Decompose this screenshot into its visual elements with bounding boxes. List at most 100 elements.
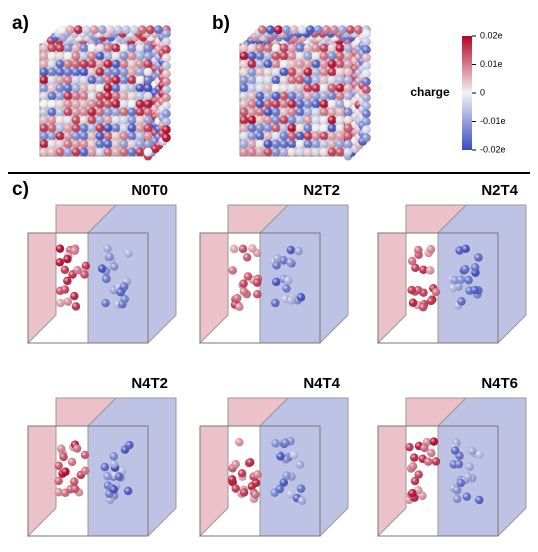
atom-shade bbox=[297, 293, 305, 301]
atom-shade bbox=[80, 92, 89, 101]
atom-shade bbox=[304, 60, 313, 69]
atom-shade bbox=[272, 140, 281, 149]
atom-shade bbox=[56, 100, 65, 109]
atom-shade bbox=[128, 84, 137, 93]
atom-shade bbox=[104, 84, 113, 93]
atom-shade bbox=[64, 108, 73, 117]
atom-shade bbox=[88, 140, 97, 149]
atom-shade bbox=[288, 116, 297, 125]
atom-shade bbox=[80, 270, 88, 278]
atom-shade bbox=[320, 76, 329, 85]
atom-shade bbox=[274, 25, 283, 34]
atom-shade bbox=[40, 68, 49, 77]
atom-shade bbox=[56, 76, 65, 85]
atom-shade bbox=[240, 132, 249, 141]
atom-shade bbox=[144, 108, 153, 117]
atom-shade bbox=[266, 25, 275, 34]
atom-shade bbox=[336, 68, 345, 77]
atom-shade bbox=[104, 116, 113, 125]
atom-shade bbox=[304, 84, 313, 93]
atom-shade bbox=[72, 140, 81, 149]
atom-shade bbox=[280, 148, 289, 157]
atom-shade bbox=[71, 485, 79, 493]
atom-shade bbox=[304, 92, 313, 101]
colorbar bbox=[462, 36, 472, 150]
atom-shade bbox=[362, 93, 371, 102]
atom-shade bbox=[248, 84, 257, 93]
atom-shade bbox=[475, 496, 483, 504]
cube-face bbox=[40, 44, 152, 156]
atom-shade bbox=[104, 140, 113, 149]
atom-shade bbox=[124, 249, 132, 257]
atom-shade bbox=[264, 76, 273, 85]
atom-shade bbox=[248, 124, 257, 133]
atom-shade bbox=[322, 25, 331, 34]
panel-label: c) bbox=[12, 179, 29, 200]
atom-shade bbox=[120, 92, 129, 101]
atom-shade bbox=[328, 148, 337, 157]
atom-shade bbox=[96, 116, 105, 125]
atom-shade bbox=[287, 296, 295, 304]
atom-shade bbox=[96, 52, 105, 61]
atom-shade bbox=[112, 148, 121, 157]
atom-shade bbox=[73, 444, 81, 452]
atom-shade bbox=[344, 76, 353, 85]
atom-shade bbox=[288, 124, 297, 133]
atom-shade bbox=[251, 490, 259, 498]
atom-shade bbox=[414, 246, 422, 254]
atom-shade bbox=[96, 124, 105, 133]
atom-shade bbox=[88, 84, 97, 93]
atom-shade bbox=[240, 488, 248, 496]
atom-shade bbox=[64, 148, 73, 157]
atom-shade bbox=[320, 100, 329, 109]
structure-title: N4T2 bbox=[131, 375, 168, 392]
atom-shade bbox=[40, 92, 49, 101]
atom-shade bbox=[281, 439, 289, 447]
atom-shade bbox=[426, 266, 434, 274]
atom-shade bbox=[253, 290, 261, 298]
atom-shade bbox=[296, 124, 305, 133]
atom-shade bbox=[312, 44, 321, 53]
atom-shade bbox=[96, 68, 105, 77]
atom-shade bbox=[136, 52, 145, 61]
colorbar-tick-label: 0 bbox=[480, 87, 485, 97]
atom-shade bbox=[40, 84, 49, 93]
atom-shade bbox=[144, 124, 153, 133]
atom-shade bbox=[228, 475, 236, 483]
atom-shade bbox=[312, 116, 321, 125]
atom-shade bbox=[80, 124, 89, 133]
atom-shade bbox=[239, 279, 247, 287]
atom-shade bbox=[362, 117, 371, 126]
atom-shade bbox=[304, 124, 313, 133]
atom-shade bbox=[56, 124, 65, 133]
atom-shade bbox=[56, 299, 64, 307]
atom-shade bbox=[328, 116, 337, 125]
atom-shade bbox=[114, 25, 123, 34]
atom-shade bbox=[48, 84, 57, 93]
atom-shade bbox=[72, 44, 81, 53]
atom-shade bbox=[258, 25, 267, 34]
atom-shade bbox=[72, 108, 81, 117]
atom-shade bbox=[96, 132, 105, 141]
atom-shade bbox=[88, 124, 97, 133]
atom-shade bbox=[48, 116, 57, 125]
atom-shade bbox=[336, 84, 345, 93]
atom-shade bbox=[312, 108, 321, 117]
atom-shade bbox=[264, 60, 273, 69]
atom-shade bbox=[344, 108, 353, 117]
atom-shade bbox=[162, 69, 171, 78]
atom-shade bbox=[48, 52, 57, 61]
atom-shade bbox=[320, 44, 329, 53]
atom-shade bbox=[240, 140, 249, 149]
atom-shade bbox=[264, 52, 273, 61]
colorbar-tick-label: 0.02e bbox=[480, 30, 503, 40]
atom-shade bbox=[264, 124, 273, 133]
atom-shade bbox=[328, 92, 337, 101]
atom-shade bbox=[112, 92, 121, 101]
atom-shade bbox=[328, 52, 337, 61]
atom-shade bbox=[128, 100, 137, 109]
atom-shade bbox=[120, 148, 129, 157]
atom-shade bbox=[264, 148, 273, 157]
atom-shade bbox=[72, 302, 80, 310]
atom-shade bbox=[80, 108, 89, 117]
